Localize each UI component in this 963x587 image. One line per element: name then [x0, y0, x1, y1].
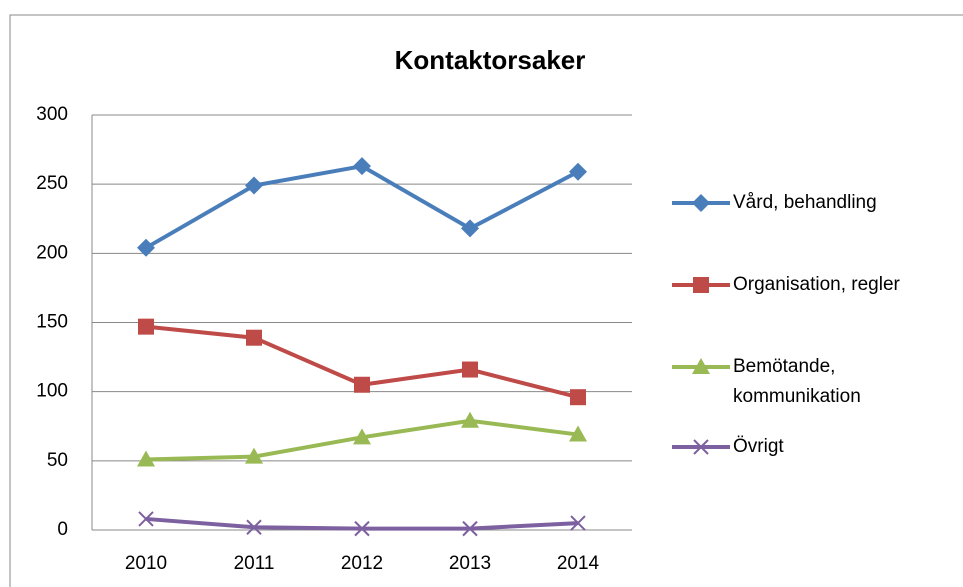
marker [353, 157, 371, 176]
y-tick-label: 150 [36, 312, 68, 333]
marker [569, 162, 587, 181]
chart-frame [9, 14, 963, 587]
x-tick-label: 2012 [341, 553, 383, 574]
marker [246, 519, 262, 535]
x-tick-label: 2013 [449, 553, 491, 574]
marker [245, 176, 263, 195]
marker [246, 329, 262, 346]
marker [692, 194, 710, 212]
x-tick-label: 2011 [234, 553, 275, 574]
y-tick-label: 50 [47, 450, 68, 471]
legend-label: Vård, behandling [733, 192, 877, 213]
y-tick-label: 300 [36, 104, 68, 125]
y-tick-label: 200 [36, 242, 68, 263]
x-tick-label: 2010 [125, 553, 167, 574]
marker [462, 361, 478, 378]
marker [693, 277, 709, 293]
y-tick-label: 0 [57, 519, 68, 540]
legend-label: Övrigt [733, 436, 784, 457]
marker [354, 376, 370, 393]
x-tick-label: 2014 [557, 553, 600, 574]
marker [462, 520, 478, 537]
marker [353, 428, 371, 445]
marker [569, 425, 587, 442]
marker [461, 219, 479, 238]
marker [354, 520, 370, 537]
legend-label: Bemötande, kommunikation [733, 356, 861, 407]
marker [245, 447, 263, 464]
marker [693, 439, 709, 455]
marker [570, 389, 586, 406]
marker [137, 238, 155, 257]
y-tick-label: 250 [36, 173, 68, 194]
marker [138, 511, 154, 527]
marker [138, 318, 154, 335]
marker [692, 358, 710, 374]
marker [137, 450, 155, 467]
y-tick-label: 100 [36, 381, 68, 402]
marker [461, 411, 479, 428]
chart-title: Kontaktorsaker [395, 45, 586, 75]
marker [570, 515, 586, 531]
legend-label: Organisation, regler [733, 274, 900, 295]
